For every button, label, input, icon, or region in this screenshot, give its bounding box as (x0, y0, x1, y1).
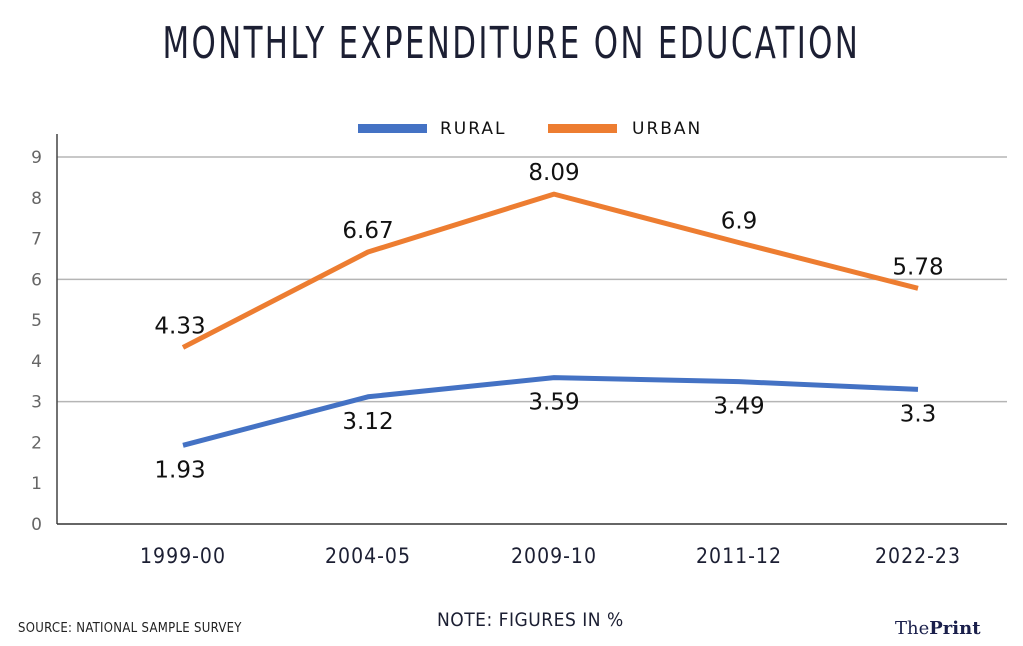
y-axis-ticks: 0 1 2 3 4 5 6 7 8 9 (31, 148, 42, 535)
legend-label-urban: URBAN (632, 119, 702, 139)
legend-swatch-urban (548, 124, 617, 133)
data-label: 1.93 (154, 457, 205, 483)
y-tick-label: 2 (31, 433, 42, 453)
source-note: SOURCE: NATIONAL SAMPLE SURVEY (18, 621, 242, 636)
x-tick-label: 2022-23 (875, 544, 961, 568)
x-tick-label: 2009-10 (511, 544, 597, 568)
data-label: 3.59 (528, 390, 579, 416)
y-tick-label: 7 (31, 230, 42, 250)
y-tick-label: 4 (31, 352, 42, 372)
legend-swatch-rural (358, 124, 427, 133)
data-label: 3.12 (342, 409, 393, 435)
y-tick-label: 1 (31, 474, 42, 494)
y-tick-label: 8 (31, 189, 42, 209)
logo-print: Print (929, 618, 981, 639)
chart-title: MONTHLY EXPENDITURE ON EDUCATION (162, 18, 861, 69)
x-tick-label: 1999-00 (140, 544, 226, 568)
data-labels: 1.93 3.12 3.59 3.49 3.3 4.33 6.67 8.09 6.9 5.78 (154, 160, 943, 483)
data-label: 3.49 (713, 394, 764, 420)
axes (56, 134, 1007, 525)
data-label: 3.3 (900, 401, 937, 427)
y-tick-label: 5 (31, 311, 42, 331)
gridlines (57, 156, 1007, 403)
line-chart: 0 1 2 3 4 5 6 7 8 9 1999-00 2004-05 2009-10 2011-12 2… (31, 119, 1007, 568)
y-tick-label: 9 (31, 148, 42, 168)
series-line-urban (181, 191, 919, 350)
y-tick-label: 6 (31, 270, 42, 290)
theprint-logo: ThePrint (895, 618, 981, 639)
data-label: 8.09 (528, 160, 579, 186)
data-label: 5.78 (892, 254, 943, 280)
logo-the: The (895, 618, 930, 639)
x-axis-ticks: 1999-00 2004-05 2009-10 2011-12 2022-23 (140, 544, 961, 568)
legend-label-rural: RURAL (440, 119, 506, 139)
legend: RURAL URBAN (358, 119, 702, 139)
data-label: 6.67 (342, 218, 393, 244)
y-tick-label: 3 (31, 393, 42, 413)
y-tick-label: 0 (31, 515, 42, 535)
x-tick-label: 2004-05 (325, 544, 411, 568)
x-tick-label: 2011-12 (696, 544, 782, 568)
series-lines (181, 191, 919, 448)
data-label: 6.9 (721, 209, 758, 235)
figures-note: NOTE: FIGURES IN % (437, 609, 624, 631)
data-label: 4.33 (154, 313, 205, 339)
